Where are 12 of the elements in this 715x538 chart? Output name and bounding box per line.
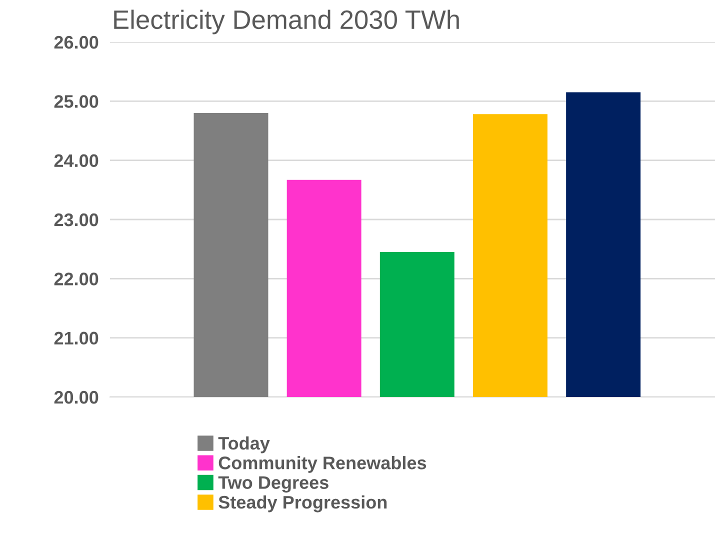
chart-title: Electricity Demand 2030 TWh	[114, 10, 459, 34]
legend-label: Today	[218, 436, 270, 454]
y-tick-label: 24.00	[54, 154, 98, 168]
y-tick-label: 21.00	[54, 332, 98, 345]
legend-label: Community Renewables	[218, 456, 426, 473]
y-tick-label: 25.00	[54, 95, 98, 108]
y-tick-label: 22.00	[54, 272, 98, 286]
y-tick-label: 20.00	[54, 390, 98, 404]
y-tick-label: 26.00	[54, 36, 98, 49]
y-tick-label: 23.00	[54, 213, 98, 226]
legend-label: Steady Progression	[218, 495, 387, 512]
legend-label: Two Degrees	[218, 476, 328, 493]
